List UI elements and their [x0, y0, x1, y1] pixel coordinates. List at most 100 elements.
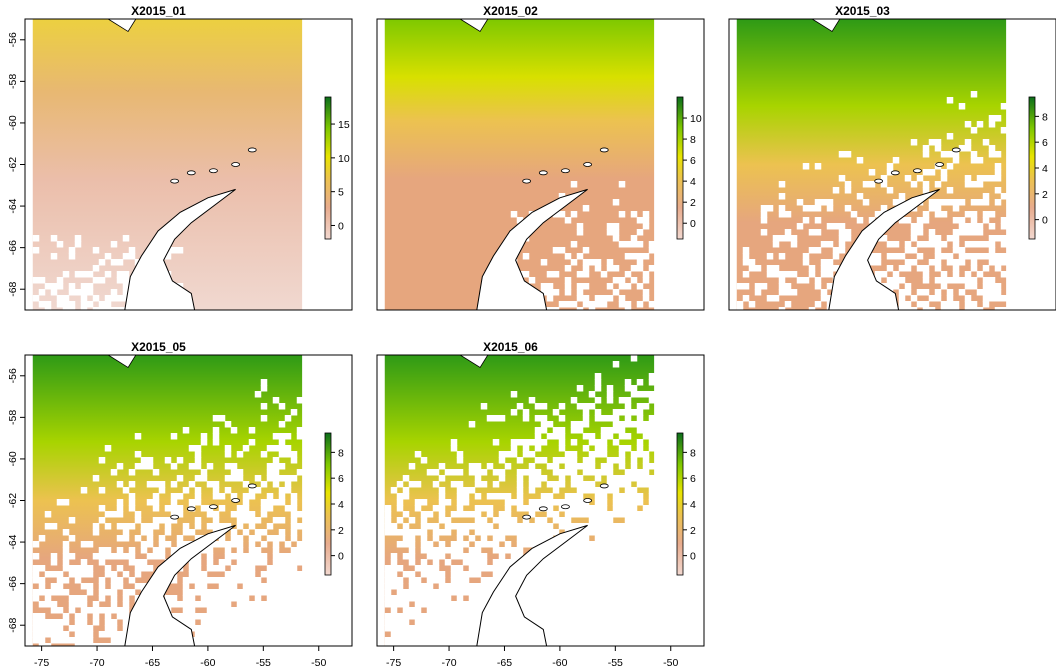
- missing-cell: [642, 637, 650, 644]
- missing-cell: [600, 625, 608, 632]
- missing-cell: [266, 505, 274, 512]
- missing-cell: [68, 253, 76, 260]
- missing-cell: [50, 619, 58, 626]
- missing-cell: [182, 487, 190, 494]
- missing-cell: [134, 511, 142, 518]
- missing-cell: [284, 607, 292, 614]
- missing-cell: [588, 619, 596, 626]
- missing-cell: [594, 607, 602, 614]
- missing-cell: [284, 553, 292, 560]
- missing-cell: [576, 625, 584, 632]
- missing-cell: [438, 517, 446, 524]
- missing-cell: [290, 595, 298, 602]
- missing-cell: [224, 553, 232, 560]
- missing-cell: [212, 607, 220, 614]
- missing-cell: [290, 637, 298, 644]
- missing-cell: [290, 499, 298, 506]
- missing-cell: [456, 607, 464, 614]
- missing-cell: [390, 565, 398, 572]
- missing-cell: [642, 451, 650, 458]
- legend-tick-label: 6: [1042, 137, 1048, 149]
- missing-cell: [284, 451, 292, 458]
- missing-cell: [290, 451, 298, 458]
- missing-cell: [636, 415, 644, 422]
- missing-cell: [552, 547, 560, 554]
- missing-cell: [200, 583, 208, 590]
- missing-cell: [456, 571, 464, 578]
- missing-cell: [194, 571, 202, 578]
- missing-cell: [564, 289, 572, 296]
- missing-cell: [594, 559, 602, 566]
- missing-cell: [462, 553, 470, 560]
- missing-cell: [32, 595, 40, 602]
- missing-cell: [212, 589, 220, 596]
- missing-cell: [224, 625, 232, 632]
- missing-cell: [516, 601, 524, 608]
- missing-cell: [176, 493, 184, 500]
- missing-cell: [396, 619, 404, 626]
- missing-cell: [450, 565, 458, 572]
- missing-cell: [552, 601, 560, 608]
- missing-cell: [916, 265, 924, 272]
- missing-cell: [426, 589, 434, 596]
- missing-cell: [414, 481, 422, 488]
- missing-cell: [546, 565, 554, 572]
- missing-cell: [534, 481, 542, 488]
- missing-cell: [230, 571, 238, 578]
- missing-cell: [832, 265, 840, 272]
- missing-cell: [200, 595, 208, 602]
- missing-cell: [56, 283, 64, 290]
- missing-cell: [636, 613, 644, 620]
- missing-cell: [904, 301, 912, 308]
- missing-cell: [742, 295, 750, 302]
- missing-cell: [224, 559, 232, 566]
- missing-cell: [278, 517, 286, 524]
- missing-cell: [224, 613, 232, 620]
- missing-cell: [62, 547, 70, 554]
- missing-cell: [534, 403, 542, 410]
- missing-cell: [964, 223, 972, 230]
- missing-cell: [278, 553, 286, 560]
- missing-cell: [624, 379, 632, 386]
- missing-cell: [92, 607, 100, 614]
- missing-cell: [546, 553, 554, 560]
- missing-cell: [224, 637, 232, 644]
- missing-cell: [116, 631, 124, 638]
- missing-cell: [618, 637, 626, 644]
- missing-cell: [194, 589, 202, 596]
- missing-cell: [784, 211, 792, 218]
- missing-cell: [534, 565, 542, 572]
- missing-cell: [934, 211, 942, 218]
- missing-cell: [290, 475, 298, 482]
- missing-cell: [194, 457, 202, 464]
- missing-cell: [188, 613, 196, 620]
- missing-cell: [570, 259, 578, 266]
- missing-cell: [528, 439, 536, 446]
- missing-cell: [212, 487, 220, 494]
- missing-cell: [182, 583, 190, 590]
- missing-cell: [606, 475, 614, 482]
- missing-cell: [630, 607, 638, 614]
- missing-cell: [278, 475, 286, 482]
- missing-cell: [618, 421, 626, 428]
- missing-cell: [266, 577, 274, 584]
- missing-cell: [98, 589, 106, 596]
- missing-cell: [600, 433, 608, 440]
- missing-cell: [588, 541, 596, 548]
- missing-cell: [80, 301, 88, 308]
- missing-cell: [874, 259, 882, 266]
- missing-cell: [648, 481, 656, 488]
- missing-cell: [104, 607, 112, 614]
- missing-cell: [498, 511, 506, 518]
- missing-cell: [648, 439, 656, 446]
- missing-cell: [594, 523, 602, 530]
- map-panel-X2015_05: X2015_05-56-58-60-62-64-66-68-75 -70 -65 -6…: [7, 340, 353, 669]
- missing-cell: [474, 565, 482, 572]
- missing-cell: [630, 475, 638, 482]
- missing-cell: [624, 589, 632, 596]
- missing-cell: [212, 415, 220, 422]
- missing-cell: [74, 601, 82, 608]
- missing-cell: [248, 517, 256, 524]
- missing-cell: [808, 265, 816, 272]
- missing-cell: [38, 289, 46, 296]
